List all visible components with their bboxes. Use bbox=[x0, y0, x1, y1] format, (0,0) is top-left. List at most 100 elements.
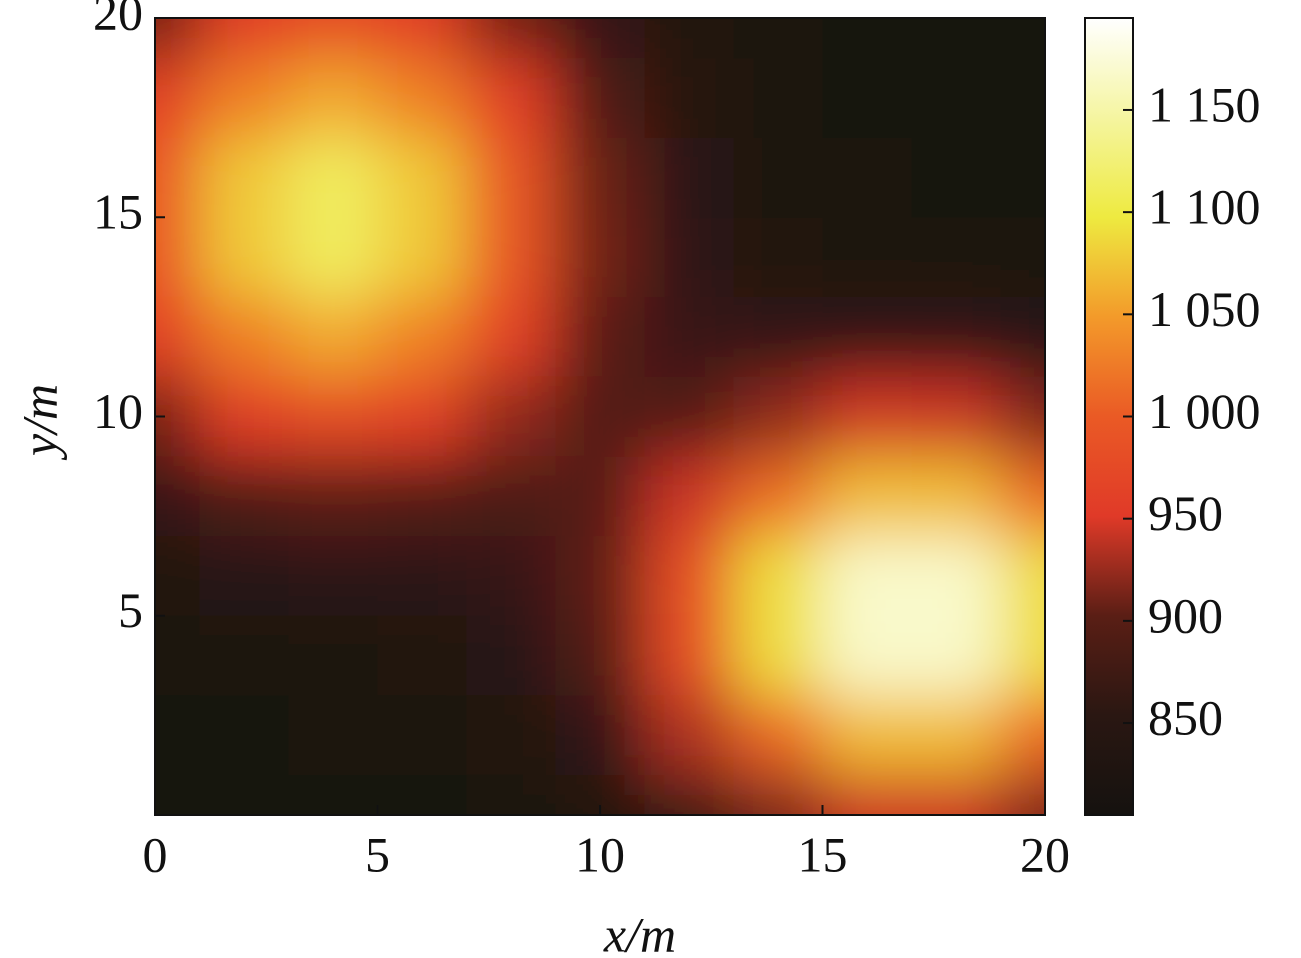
x-tick-label: 15 bbox=[798, 826, 848, 882]
heat-cell bbox=[199, 456, 289, 537]
heat-cell bbox=[555, 376, 645, 457]
heat-cell bbox=[466, 615, 556, 696]
heat-cell bbox=[1000, 775, 1045, 815]
heat-cell bbox=[155, 18, 200, 58]
heat-cell bbox=[733, 775, 823, 815]
heat-cell bbox=[1000, 695, 1045, 776]
heat-cell bbox=[466, 376, 556, 457]
heat-cell bbox=[555, 57, 645, 138]
heat-cell bbox=[911, 217, 1001, 297]
heat-cell bbox=[1000, 615, 1045, 696]
heat-cell bbox=[199, 18, 289, 58]
heat-cell bbox=[199, 296, 289, 377]
heat-cell bbox=[644, 217, 734, 297]
heat-cell bbox=[911, 615, 1001, 696]
heat-cell bbox=[822, 615, 912, 696]
heat-cell bbox=[644, 376, 734, 457]
heat-cell bbox=[911, 376, 1001, 457]
heat-cell bbox=[466, 217, 556, 297]
heat-cell bbox=[911, 775, 1001, 815]
heat-cell bbox=[199, 57, 289, 138]
heat-cell bbox=[822, 296, 912, 377]
heat-cell bbox=[155, 456, 200, 537]
heat-cell bbox=[1000, 18, 1045, 58]
heat-cell bbox=[911, 137, 1001, 218]
heat-cell bbox=[733, 217, 823, 297]
heat-cell bbox=[555, 137, 645, 218]
heat-cell bbox=[288, 376, 378, 457]
x-tick-label: 0 bbox=[143, 826, 168, 882]
heat-cell bbox=[288, 18, 378, 58]
heat-cell bbox=[555, 615, 645, 696]
x-tick-label: 20 bbox=[1020, 826, 1070, 882]
heat-cell bbox=[644, 536, 734, 616]
x-axis-label: x/m bbox=[603, 906, 676, 958]
heat-cell bbox=[199, 536, 289, 616]
colorbar-tick-label: 850 bbox=[1148, 690, 1223, 746]
colorbar-tick-label: 1 000 bbox=[1148, 383, 1261, 439]
colorbar-tick-label: 1 050 bbox=[1148, 281, 1261, 337]
heat-cell bbox=[377, 18, 467, 58]
heat-cell bbox=[199, 695, 289, 776]
heat-cell bbox=[733, 615, 823, 696]
heat-cell bbox=[911, 456, 1001, 537]
heat-cell bbox=[155, 217, 200, 297]
heat-cell bbox=[377, 137, 467, 218]
heat-cell bbox=[288, 456, 378, 537]
heat-cell bbox=[466, 57, 556, 138]
heat-cell bbox=[466, 296, 556, 377]
heat-cell bbox=[644, 775, 734, 815]
heat-cell bbox=[822, 536, 912, 616]
heat-cell bbox=[1000, 137, 1045, 218]
heat-cell bbox=[377, 456, 467, 537]
heat-cell bbox=[155, 57, 200, 138]
heat-cell bbox=[733, 695, 823, 776]
heat-cell bbox=[822, 456, 912, 537]
heat-cell bbox=[377, 57, 467, 138]
heat-cell bbox=[466, 775, 556, 815]
heat-cell bbox=[644, 18, 734, 58]
heat-cell bbox=[822, 57, 912, 138]
x-tick-label: 10 bbox=[575, 826, 625, 882]
heat-cell bbox=[733, 296, 823, 377]
colorbar-tick-label: 900 bbox=[1148, 587, 1223, 643]
heat-cell bbox=[911, 18, 1001, 58]
y-tick-label: 5 bbox=[118, 582, 143, 638]
y-tick-label: 20 bbox=[93, 0, 143, 40]
heat-cell bbox=[733, 376, 823, 457]
heat-cell bbox=[822, 217, 912, 297]
heat-cell bbox=[644, 57, 734, 138]
heat-cell bbox=[555, 217, 645, 297]
heat-cell bbox=[555, 536, 645, 616]
heat-cell bbox=[644, 137, 734, 218]
heat-cell bbox=[911, 296, 1001, 377]
colorbar-tick-label: 950 bbox=[1148, 485, 1223, 541]
heat-cell bbox=[733, 57, 823, 138]
colorbar-tick-label: 1 100 bbox=[1148, 179, 1261, 235]
heat-cell bbox=[822, 376, 912, 457]
heat-cell bbox=[1000, 296, 1045, 377]
heat-cell bbox=[155, 695, 200, 776]
heat-cell bbox=[466, 137, 556, 218]
heatmap bbox=[155, 18, 1045, 815]
heat-cell bbox=[466, 536, 556, 616]
heat-cell bbox=[288, 57, 378, 138]
heat-cell bbox=[822, 137, 912, 218]
heat-cell bbox=[377, 615, 467, 696]
heat-cell bbox=[288, 775, 378, 815]
heat-cell bbox=[1000, 376, 1045, 457]
heat-cell bbox=[377, 217, 467, 297]
x-tick-label: 5 bbox=[365, 826, 390, 882]
heat-cell bbox=[288, 217, 378, 297]
heat-cell bbox=[1000, 217, 1045, 297]
heat-cell bbox=[644, 615, 734, 696]
heat-cell bbox=[733, 456, 823, 537]
heat-cell bbox=[1000, 57, 1045, 138]
heat-cell bbox=[288, 695, 378, 776]
heat-cell bbox=[466, 695, 556, 776]
heat-cell bbox=[733, 137, 823, 218]
heat-cell bbox=[555, 18, 645, 58]
y-tick-label: 15 bbox=[93, 184, 143, 240]
heat-cell bbox=[822, 18, 912, 58]
